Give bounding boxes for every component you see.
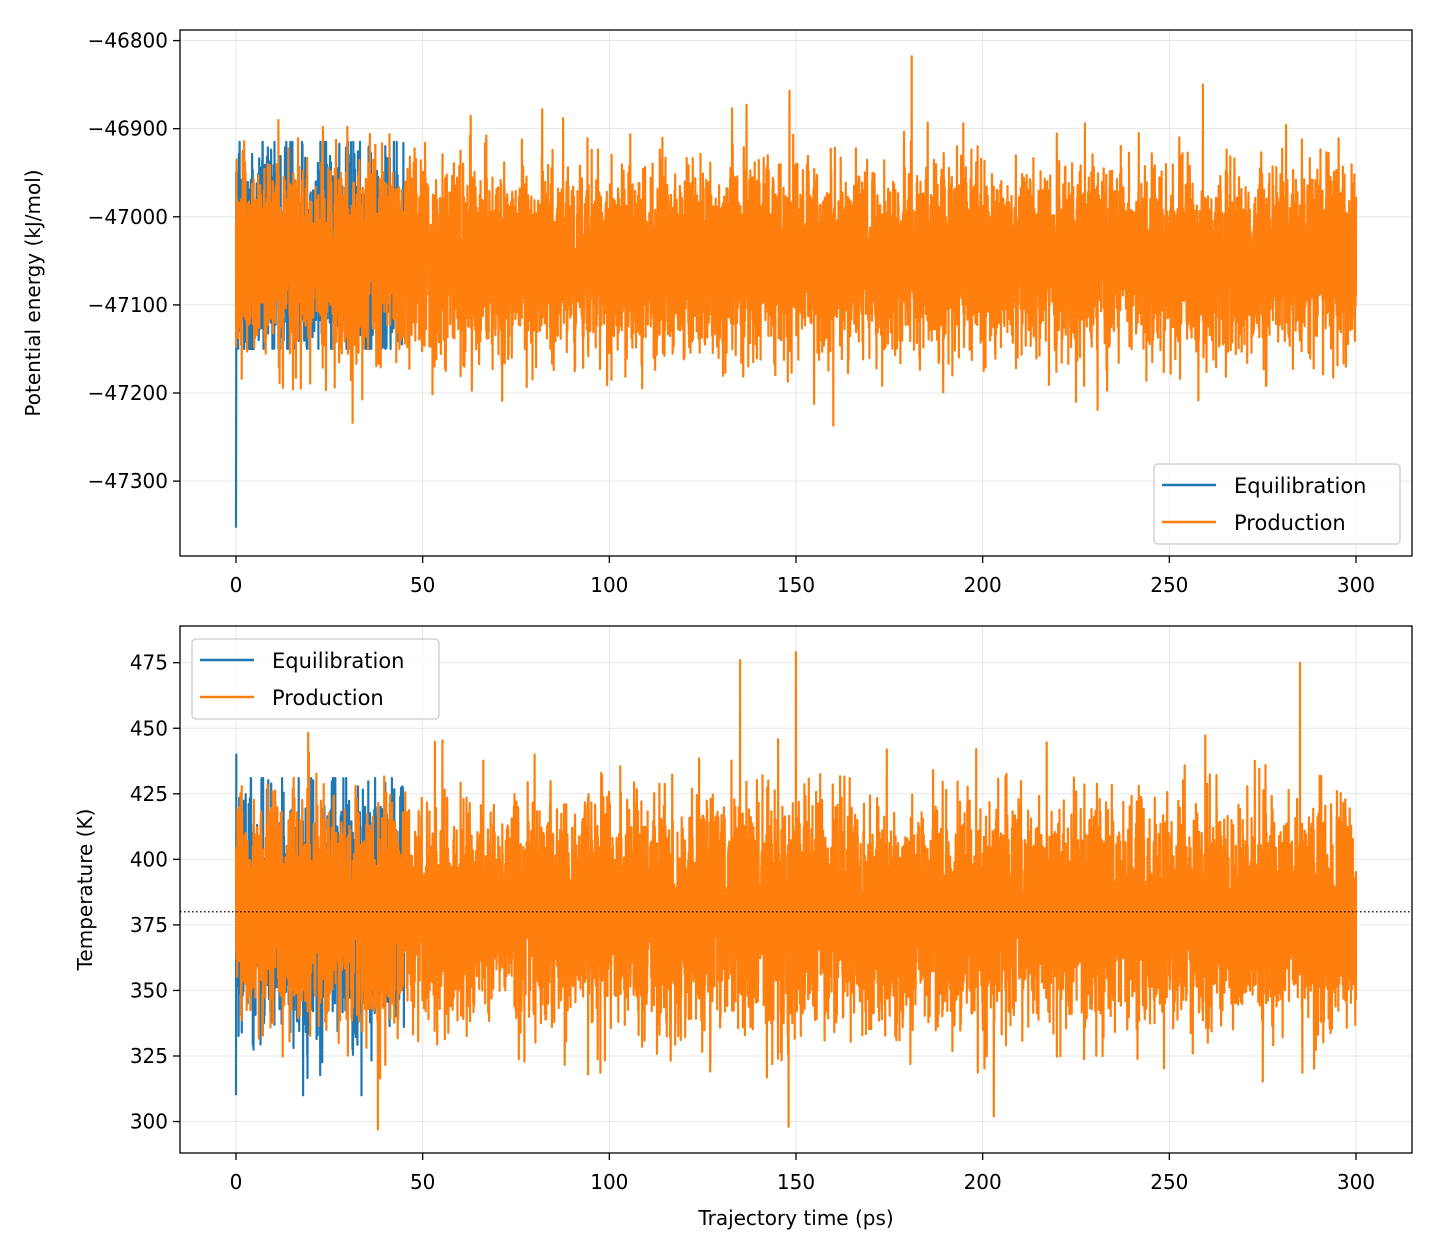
x-tick-label: 200	[964, 1170, 1002, 1194]
x-tick-label: 50	[410, 1170, 435, 1194]
series-line-production	[234, 55, 1358, 427]
x-tick-label: 100	[590, 1170, 628, 1194]
y-tick-label: −46800	[88, 29, 168, 53]
x-tick-label: 0	[230, 573, 243, 597]
legend-label: Production	[1234, 511, 1346, 535]
x-tick-label: 150	[777, 1170, 815, 1194]
y-tick-label: 450	[130, 716, 168, 740]
y-tick-label: 325	[130, 1044, 168, 1068]
x-tick-label: 50	[410, 573, 435, 597]
chart-panel-1: 0 50 100 150 200 250 300 −47300 −47200 −47100 −470…	[21, 29, 1413, 597]
y-axis-label: Temperature (K)	[73, 809, 97, 972]
y-tick-label: −47000	[88, 205, 168, 229]
x-tick-label: 250	[1150, 573, 1188, 597]
x-tick-label: 150	[777, 573, 815, 597]
y-tick-label: −47300	[88, 469, 168, 493]
y-tick-label: 475	[130, 651, 168, 675]
y-tick-label: 425	[130, 782, 168, 806]
chart-panel-2: 0 50 100 150 200 250 300 300 325 350 375 400 425 450 4…	[73, 625, 1413, 1230]
y-tick-label: −47200	[88, 381, 168, 405]
y-tick-label: −46900	[88, 117, 168, 141]
y-tick-label: 350	[130, 978, 168, 1002]
legend-label: Equilibration	[272, 649, 404, 673]
y-tick-label: −47100	[88, 293, 168, 317]
legend: Equilibration Production	[1153, 463, 1401, 545]
y-tick-label: 300	[130, 1110, 168, 1134]
x-axis-label: Trajectory time (ps)	[697, 1206, 893, 1230]
x-tick-label: 300	[1337, 573, 1375, 597]
legend-label: Production	[272, 686, 384, 710]
y-axis-label: Potential energy (kJ/mol)	[21, 169, 45, 416]
legend-label: Equilibration	[1234, 474, 1366, 498]
x-tick-label: 300	[1337, 1170, 1375, 1194]
y-tick-label: 375	[130, 913, 168, 937]
y-tick-label: 400	[130, 847, 168, 871]
series-line-production	[234, 651, 1358, 1131]
x-tick-label: 200	[964, 573, 1002, 597]
legend: Equilibration Production	[191, 638, 440, 720]
x-tick-label: 250	[1150, 1170, 1188, 1194]
x-tick-label: 100	[590, 573, 628, 597]
x-tick-label: 0	[230, 1170, 243, 1194]
